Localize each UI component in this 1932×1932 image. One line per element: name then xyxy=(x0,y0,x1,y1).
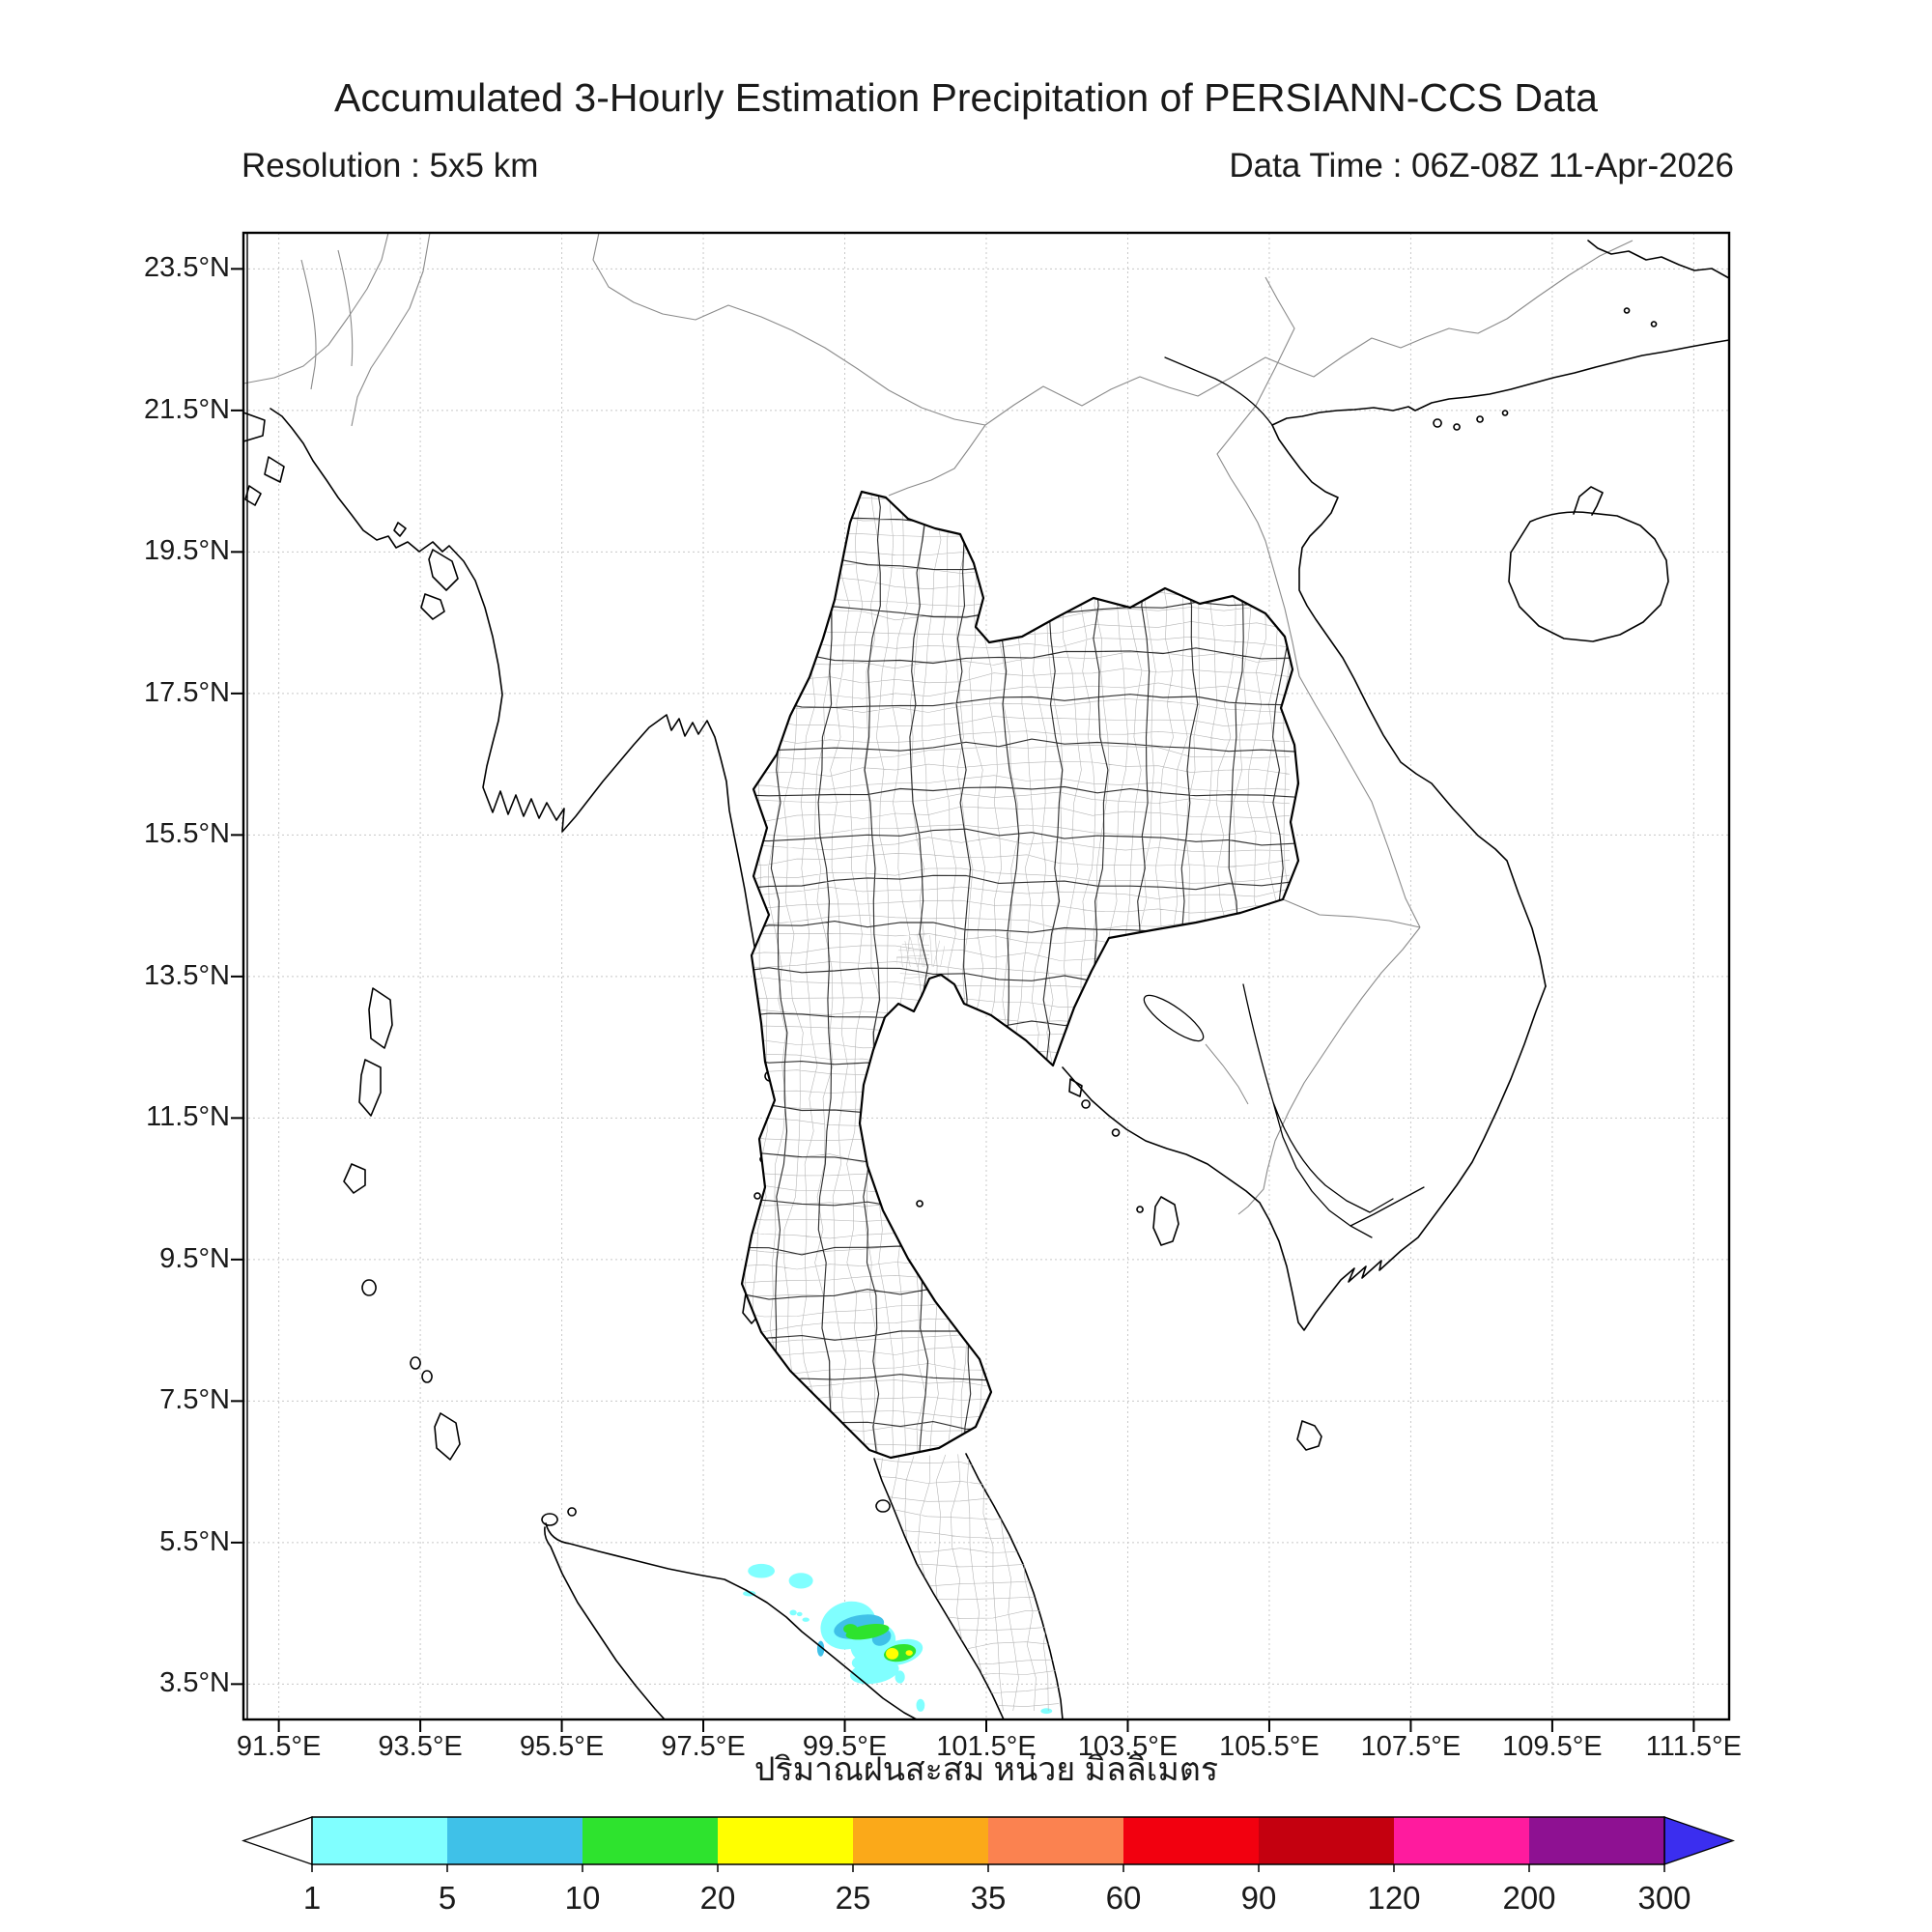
plot-frame xyxy=(242,231,1731,1721)
x-tick-label: 95.5°E xyxy=(519,1731,605,1762)
y-tick-label: 3.5°N xyxy=(159,1667,230,1699)
axis-ticks xyxy=(231,268,1695,1732)
x-tick-label: 97.5°E xyxy=(661,1731,746,1762)
y-tick-label: 23.5°N xyxy=(144,252,230,284)
y-tick-label: 5.5°N xyxy=(159,1525,230,1557)
colorbar-value: 25 xyxy=(836,1880,871,1916)
y-tick-label: 17.5°N xyxy=(144,676,230,708)
colorbar-value: 35 xyxy=(971,1880,1007,1916)
map-gridlines xyxy=(243,233,1729,1719)
y-tick-label: 13.5°N xyxy=(144,959,230,991)
map-plot-area xyxy=(231,231,1731,1732)
y-tick-label: 9.5°N xyxy=(159,1242,230,1274)
colorbar-value: 90 xyxy=(1241,1880,1277,1916)
colorbar-value: 10 xyxy=(565,1880,601,1916)
resolution-label: Resolution : 5x5 km xyxy=(242,147,539,185)
x-tick-label: 99.5°E xyxy=(802,1731,888,1762)
x-tick-label: 109.5°E xyxy=(1502,1731,1603,1762)
precipitation-map xyxy=(231,231,1731,1732)
colorbar-value: 120 xyxy=(1367,1880,1420,1916)
colorbar-value: 20 xyxy=(700,1880,736,1916)
x-tick-label: 93.5°E xyxy=(378,1731,463,1762)
x-tick-label: 101.5°E xyxy=(936,1731,1037,1762)
colorbar-value: 1 xyxy=(303,1880,321,1916)
y-tick-label: 15.5°N xyxy=(144,818,230,850)
x-tick-label: 107.5°E xyxy=(1360,1731,1462,1762)
x-axis-title: ปริมาณฝนสะสม หน่วย มิลลิเมตร xyxy=(753,1751,1219,1788)
x-tick-label: 111.5°E xyxy=(1645,1731,1742,1762)
colorbar-legend: 1 5 10 20 25 35 60 90 120 200 300 xyxy=(242,1816,1735,1916)
figure-title: Accumulated 3-Hourly Estimation Precipit… xyxy=(334,75,1598,120)
colorbar-value: 300 xyxy=(1637,1880,1690,1916)
y-tick-label: 7.5°N xyxy=(159,1384,230,1416)
coastlines xyxy=(242,240,1730,1720)
x-tick-label: 91.5°E xyxy=(236,1731,322,1762)
colorbar-value: 5 xyxy=(439,1880,456,1916)
data-time-label: Data Time : 06Z-08Z 11-Apr-2026 xyxy=(1229,147,1734,185)
x-tick-label: 105.5°E xyxy=(1219,1731,1320,1762)
y-tick-label: 11.5°N xyxy=(146,1101,230,1133)
colorbar-value: 200 xyxy=(1502,1880,1555,1916)
precipitation-cells xyxy=(743,1563,1053,1715)
colorbar-value: 60 xyxy=(1106,1880,1142,1916)
tonle-sap-lake xyxy=(1143,994,1249,1105)
y-tick-label: 21.5°N xyxy=(144,393,230,425)
y-tick-label: 19.5°N xyxy=(144,535,230,567)
x-tick-label: 103.5°E xyxy=(1077,1731,1179,1762)
